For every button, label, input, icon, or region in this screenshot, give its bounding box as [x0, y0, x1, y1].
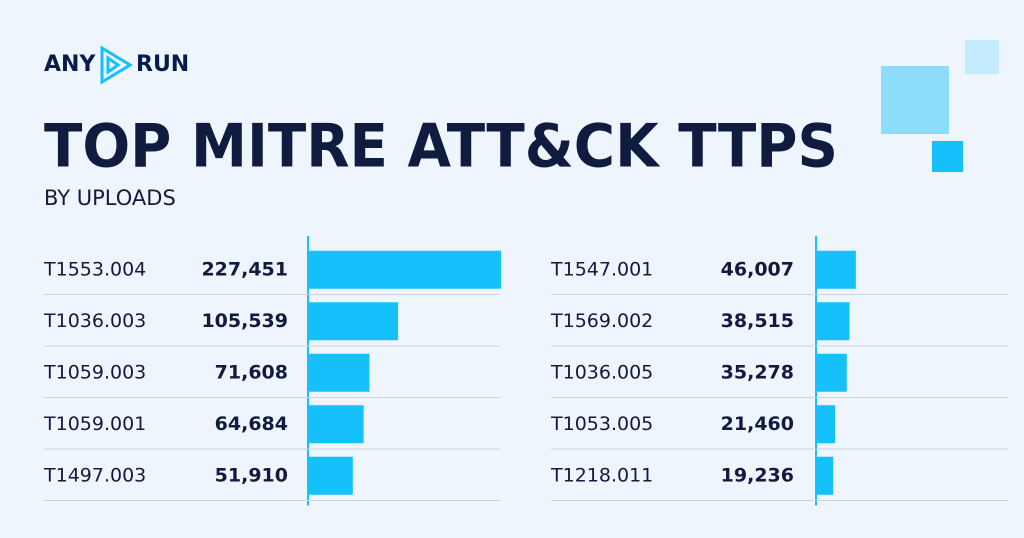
bar — [817, 456, 834, 495]
brand-right: RUN — [136, 52, 189, 77]
decor-square — [965, 40, 999, 74]
bar — [817, 353, 847, 392]
category-label: T1569.002 — [550, 310, 653, 332]
value-label: 71,608 — [215, 361, 288, 383]
value-label: 21,460 — [721, 413, 794, 435]
value-label: 19,236 — [721, 464, 794, 486]
brand-left: ANY — [44, 52, 96, 77]
category-label: T1497.003 — [43, 464, 146, 486]
bar — [817, 405, 836, 444]
category-label: T1059.001 — [43, 413, 146, 435]
bar — [817, 302, 850, 341]
value-label: 105,539 — [201, 310, 288, 332]
category-label: T1553.004 — [43, 258, 146, 280]
category-label: T1053.005 — [550, 413, 653, 435]
category-label: T1218.011 — [550, 464, 653, 486]
category-label: T1036.003 — [43, 310, 146, 332]
bar — [309, 405, 364, 444]
bar — [309, 250, 501, 289]
brand-icon — [100, 45, 133, 85]
decor-square — [881, 66, 949, 134]
value-label: 227,451 — [201, 258, 288, 280]
value-label: 64,684 — [215, 413, 288, 435]
bar — [309, 302, 399, 341]
bar — [309, 353, 370, 392]
decor-square — [932, 141, 963, 172]
value-label: 35,278 — [721, 361, 794, 383]
subtitle: BY UPLOADS — [44, 186, 176, 210]
bar — [309, 456, 353, 495]
category-label: T1059.003 — [43, 361, 146, 383]
category-label: T1547.001 — [550, 258, 653, 280]
category-label: T1036.005 — [550, 361, 653, 383]
title: TOP MITRE ATT&CK TTPS — [44, 112, 838, 182]
value-label: 51,910 — [215, 464, 288, 486]
value-label: 46,007 — [721, 258, 794, 280]
bar — [817, 250, 856, 289]
value-label: 38,515 — [721, 310, 794, 332]
